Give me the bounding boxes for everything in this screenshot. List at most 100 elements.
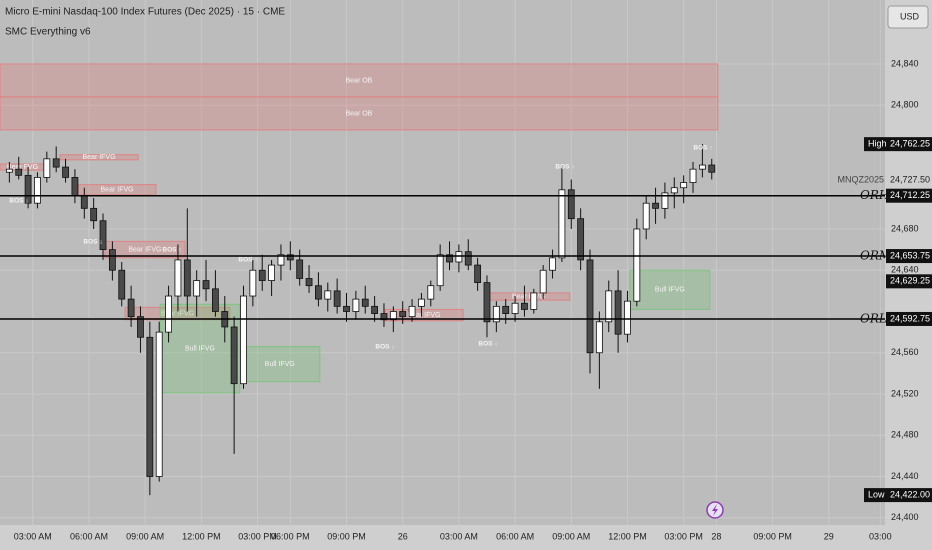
level-name: ORH	[860, 188, 890, 202]
candle-body	[315, 285, 322, 300]
x-tick-label: 09:00 AM	[552, 531, 590, 541]
zone-label: Bear IFVG	[161, 310, 194, 317]
x-tick-label: 12:00 PM	[608, 531, 647, 541]
y-tick-label: 24,800	[891, 100, 919, 110]
candle-body	[80, 195, 88, 209]
price-box-label: 24,653.75	[890, 250, 930, 260]
level-name: ORL	[860, 311, 887, 325]
price-box-label: 24,592.75	[890, 313, 930, 323]
zone-label: Bull IFVG	[265, 361, 295, 368]
bos-label: BOS ↓	[83, 239, 102, 246]
x-tick-label: 06:00 AM	[496, 531, 534, 541]
zone-label: Bear IFVG	[407, 312, 440, 319]
candle-body	[305, 278, 313, 287]
candle-body	[483, 282, 491, 323]
price-box-label: 24,727.50	[890, 174, 930, 184]
candle-body	[62, 166, 69, 178]
candle-body	[605, 290, 613, 323]
candle-body	[193, 280, 201, 297]
candle-body	[652, 202, 659, 209]
zone-label: Bear IFVG	[128, 246, 161, 253]
candle-body	[464, 251, 472, 266]
price-box	[886, 488, 932, 503]
price-box-label: 24,629.25	[890, 276, 930, 286]
zone	[59, 154, 139, 161]
indicator-name: SMC Everything v6	[5, 27, 91, 38]
candle-body	[371, 305, 379, 314]
candle-body	[492, 305, 500, 323]
candle-body	[708, 164, 716, 173]
candle-body	[24, 174, 32, 204]
x-tick-label: 03:00	[869, 531, 892, 541]
y-tick-label: 24,480	[891, 430, 919, 440]
x-tick-label: 12:00 PM	[182, 531, 221, 541]
bos-label: BOS ↑	[238, 257, 257, 264]
zone	[239, 346, 321, 383]
candle-body	[418, 298, 425, 307]
candle-body	[642, 202, 650, 230]
bos-label: BOS ↑	[162, 247, 181, 254]
candle-body	[670, 187, 678, 194]
candle-body	[268, 264, 275, 281]
candle-body	[165, 295, 172, 333]
x-tick-label: 06:00 AM	[70, 531, 108, 541]
zone	[0, 63, 719, 98]
candle-body	[436, 254, 444, 287]
price-box	[886, 311, 932, 326]
candle-body	[389, 311, 397, 321]
candle-body	[118, 269, 126, 300]
candle-body	[698, 164, 706, 170]
zone-label: Bear IFVG	[82, 154, 115, 161]
candle-body	[90, 207, 98, 222]
x-tick-label: 28	[711, 531, 721, 541]
zone-label: Bear OB	[345, 110, 372, 117]
candle-body	[446, 254, 453, 263]
candle-body	[380, 313, 388, 321]
candle-body	[661, 192, 669, 209]
price-box	[886, 249, 932, 264]
candle-body	[689, 168, 697, 183]
candle-body	[558, 189, 566, 259]
candle-body	[399, 311, 407, 318]
candle-body	[502, 305, 510, 314]
candle-body	[633, 228, 641, 302]
candle-body	[127, 298, 135, 318]
zone-label: Bull IFVG	[655, 287, 685, 294]
lightning	[712, 504, 718, 516]
price-box	[886, 172, 932, 187]
candle-body	[577, 218, 585, 261]
candle-body	[511, 302, 519, 314]
candle-body	[361, 298, 369, 307]
x-tick-label: 09:00 PM	[327, 531, 366, 541]
candle-body	[249, 269, 257, 297]
candle-body	[624, 300, 631, 335]
currency-button[interactable]	[887, 5, 929, 29]
zone	[0, 96, 719, 131]
x-tick-label: 03:00 AM	[14, 531, 52, 541]
candle-body	[71, 177, 79, 197]
candle-body	[352, 298, 360, 312]
candle-body	[343, 305, 350, 312]
y-tick-label: 24,840	[891, 58, 919, 68]
y-tick-label: 24,680	[891, 223, 919, 233]
candle-body	[5, 168, 13, 173]
candle-body	[408, 305, 416, 318]
candle-body	[99, 220, 107, 251]
candle-body	[183, 259, 191, 297]
candle-body	[455, 251, 463, 263]
x-tick-label: 09:00 AM	[126, 531, 164, 541]
price-box	[886, 274, 932, 289]
candle-body	[230, 326, 238, 385]
zone-label: Bear IFVG	[101, 187, 134, 194]
bos-label: BOS ↓	[478, 341, 497, 348]
candle-body	[474, 264, 482, 284]
candle-body	[614, 290, 622, 335]
candle-body	[333, 290, 341, 307]
candle-body	[146, 336, 154, 477]
candle-body	[286, 254, 294, 261]
bos-label: BOS ↑	[555, 164, 574, 171]
candle-body	[258, 269, 266, 281]
candle-body	[34, 177, 41, 204]
x-tick-label: 26	[398, 531, 408, 541]
